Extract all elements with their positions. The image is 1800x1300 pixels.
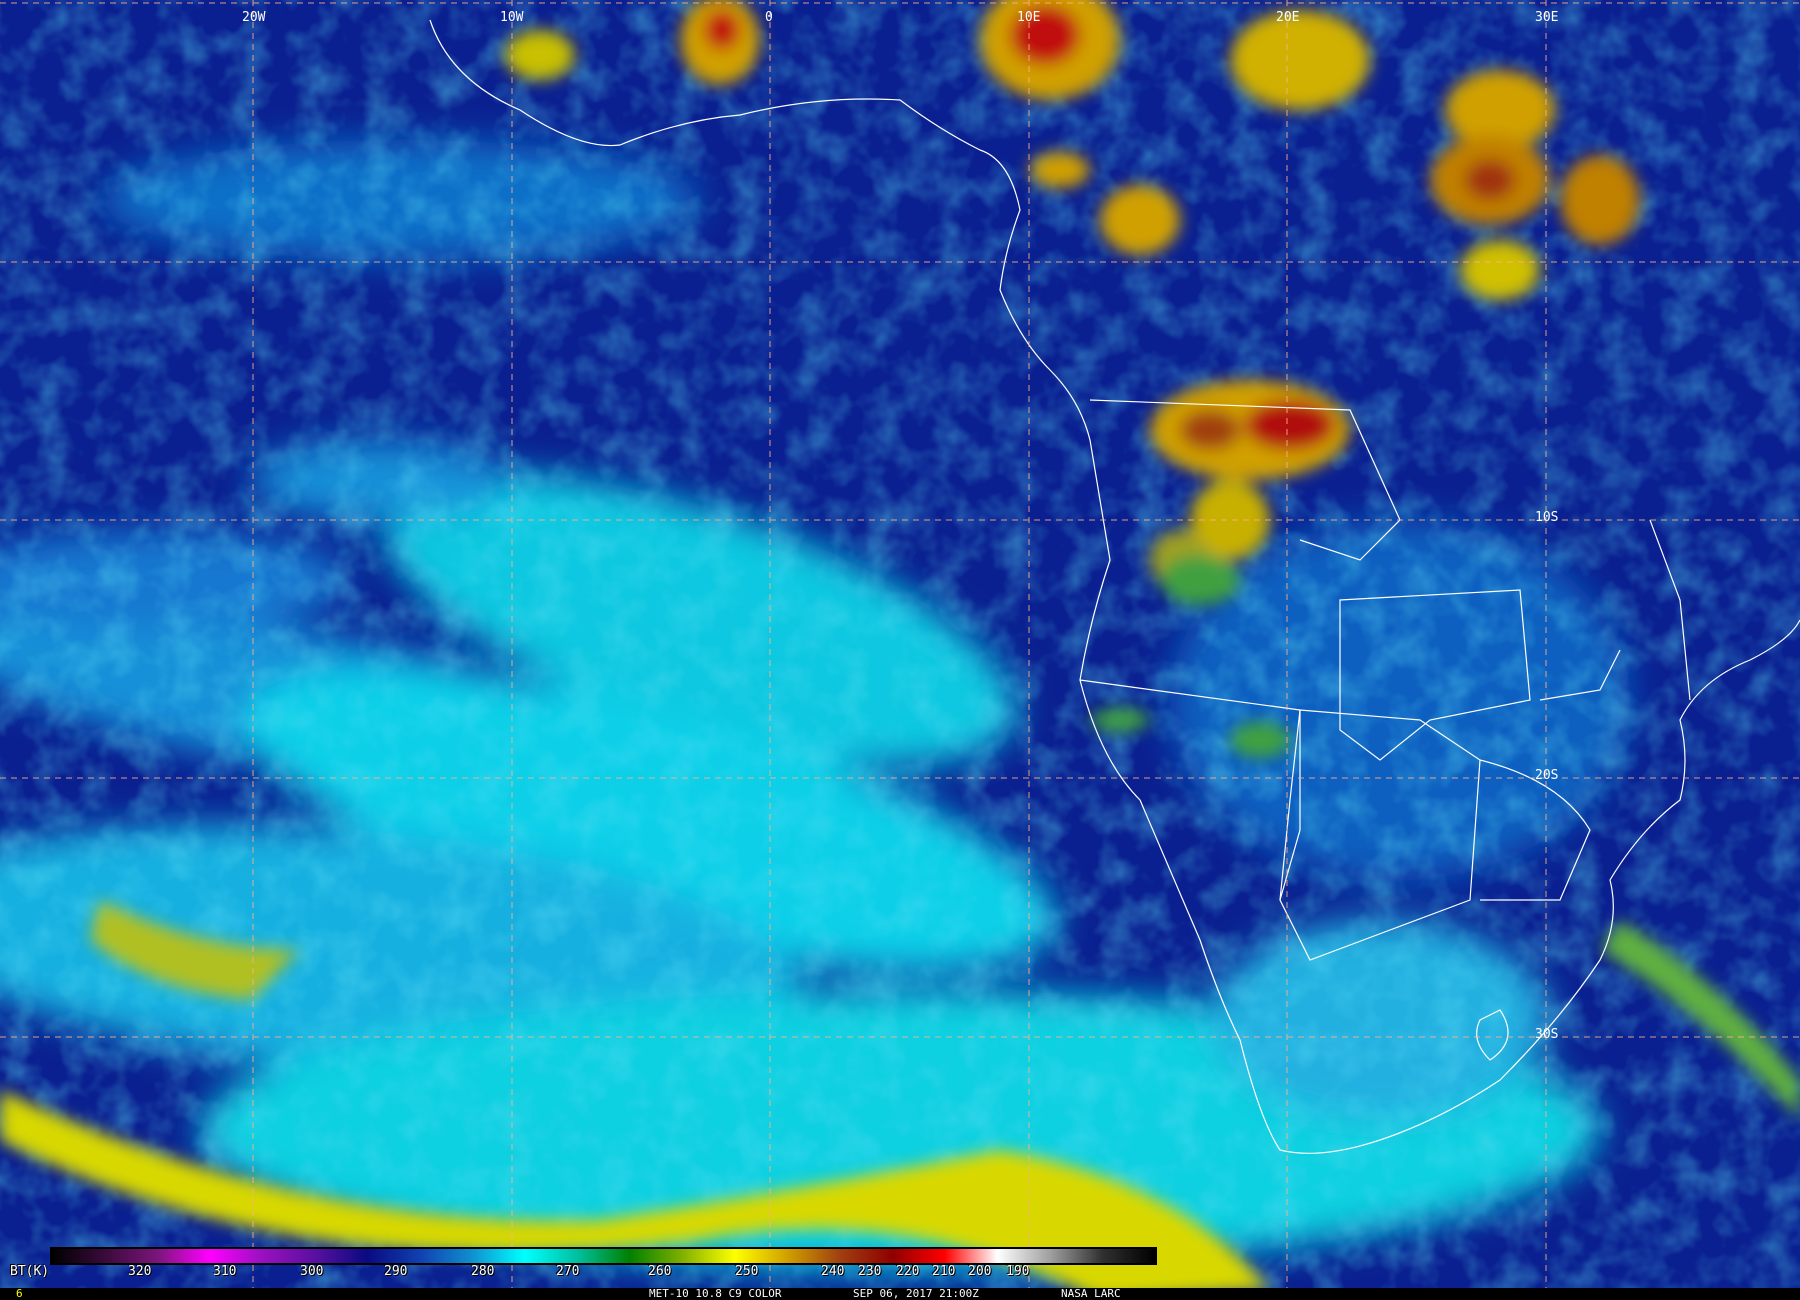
longitude-label: 10E <box>1017 10 1041 25</box>
colorbar-tick-label: 270 <box>556 1264 580 1279</box>
colorbar-tick-label: 320 <box>128 1264 152 1279</box>
latitude-label: 10S <box>1535 510 1559 525</box>
colorbar-tick-label: 290 <box>384 1264 408 1279</box>
latitude-label: 20S <box>1535 768 1559 783</box>
frame-number: 6 <box>16 1287 23 1300</box>
colorbar-tick-label: 240 <box>821 1264 845 1279</box>
longitude-label: 30E <box>1535 10 1559 25</box>
brightness-temperature-colorbar <box>50 1247 1157 1265</box>
longitude-label: 20W <box>242 10 266 25</box>
frontal-cloud-band <box>0 900 1800 1300</box>
colorbar-tick-label: 210 <box>932 1264 956 1279</box>
colorbar-tick-label: 230 <box>858 1264 882 1279</box>
image-datetime: SEP 06, 2017 21:00Z <box>853 1287 979 1300</box>
colorbar-tick-label: 280 <box>471 1264 495 1279</box>
colorbar-label: BT(K) <box>10 1264 50 1279</box>
convective-storms <box>505 0 1640 758</box>
colorbar-tick-label: 250 <box>735 1264 759 1279</box>
longitude-label: 20E <box>1276 10 1300 25</box>
credit: NASA LARC <box>1061 1287 1121 1300</box>
coastlines <box>429 19 1800 1154</box>
longitude-label: 10W <box>500 10 524 25</box>
longitude-label: 0 <box>765 10 773 25</box>
product-name: MET-10 10.8 C9 COLOR <box>649 1287 782 1300</box>
colorbar-tick-label: 260 <box>648 1264 672 1279</box>
latitude-label: 30S <box>1535 1027 1559 1042</box>
footer-bar: 6 MET-10 10.8 C9 COLOR SEP 06, 2017 21:0… <box>0 1287 1800 1300</box>
colorbar-tick-label: 190 <box>1006 1264 1030 1279</box>
colorbar-tick-label: 220 <box>896 1264 920 1279</box>
colorbar-tick-label: 300 <box>300 1264 324 1279</box>
colorbar-tick-label: 200 <box>968 1264 992 1279</box>
colorbar-tick-label: 310 <box>213 1264 237 1279</box>
